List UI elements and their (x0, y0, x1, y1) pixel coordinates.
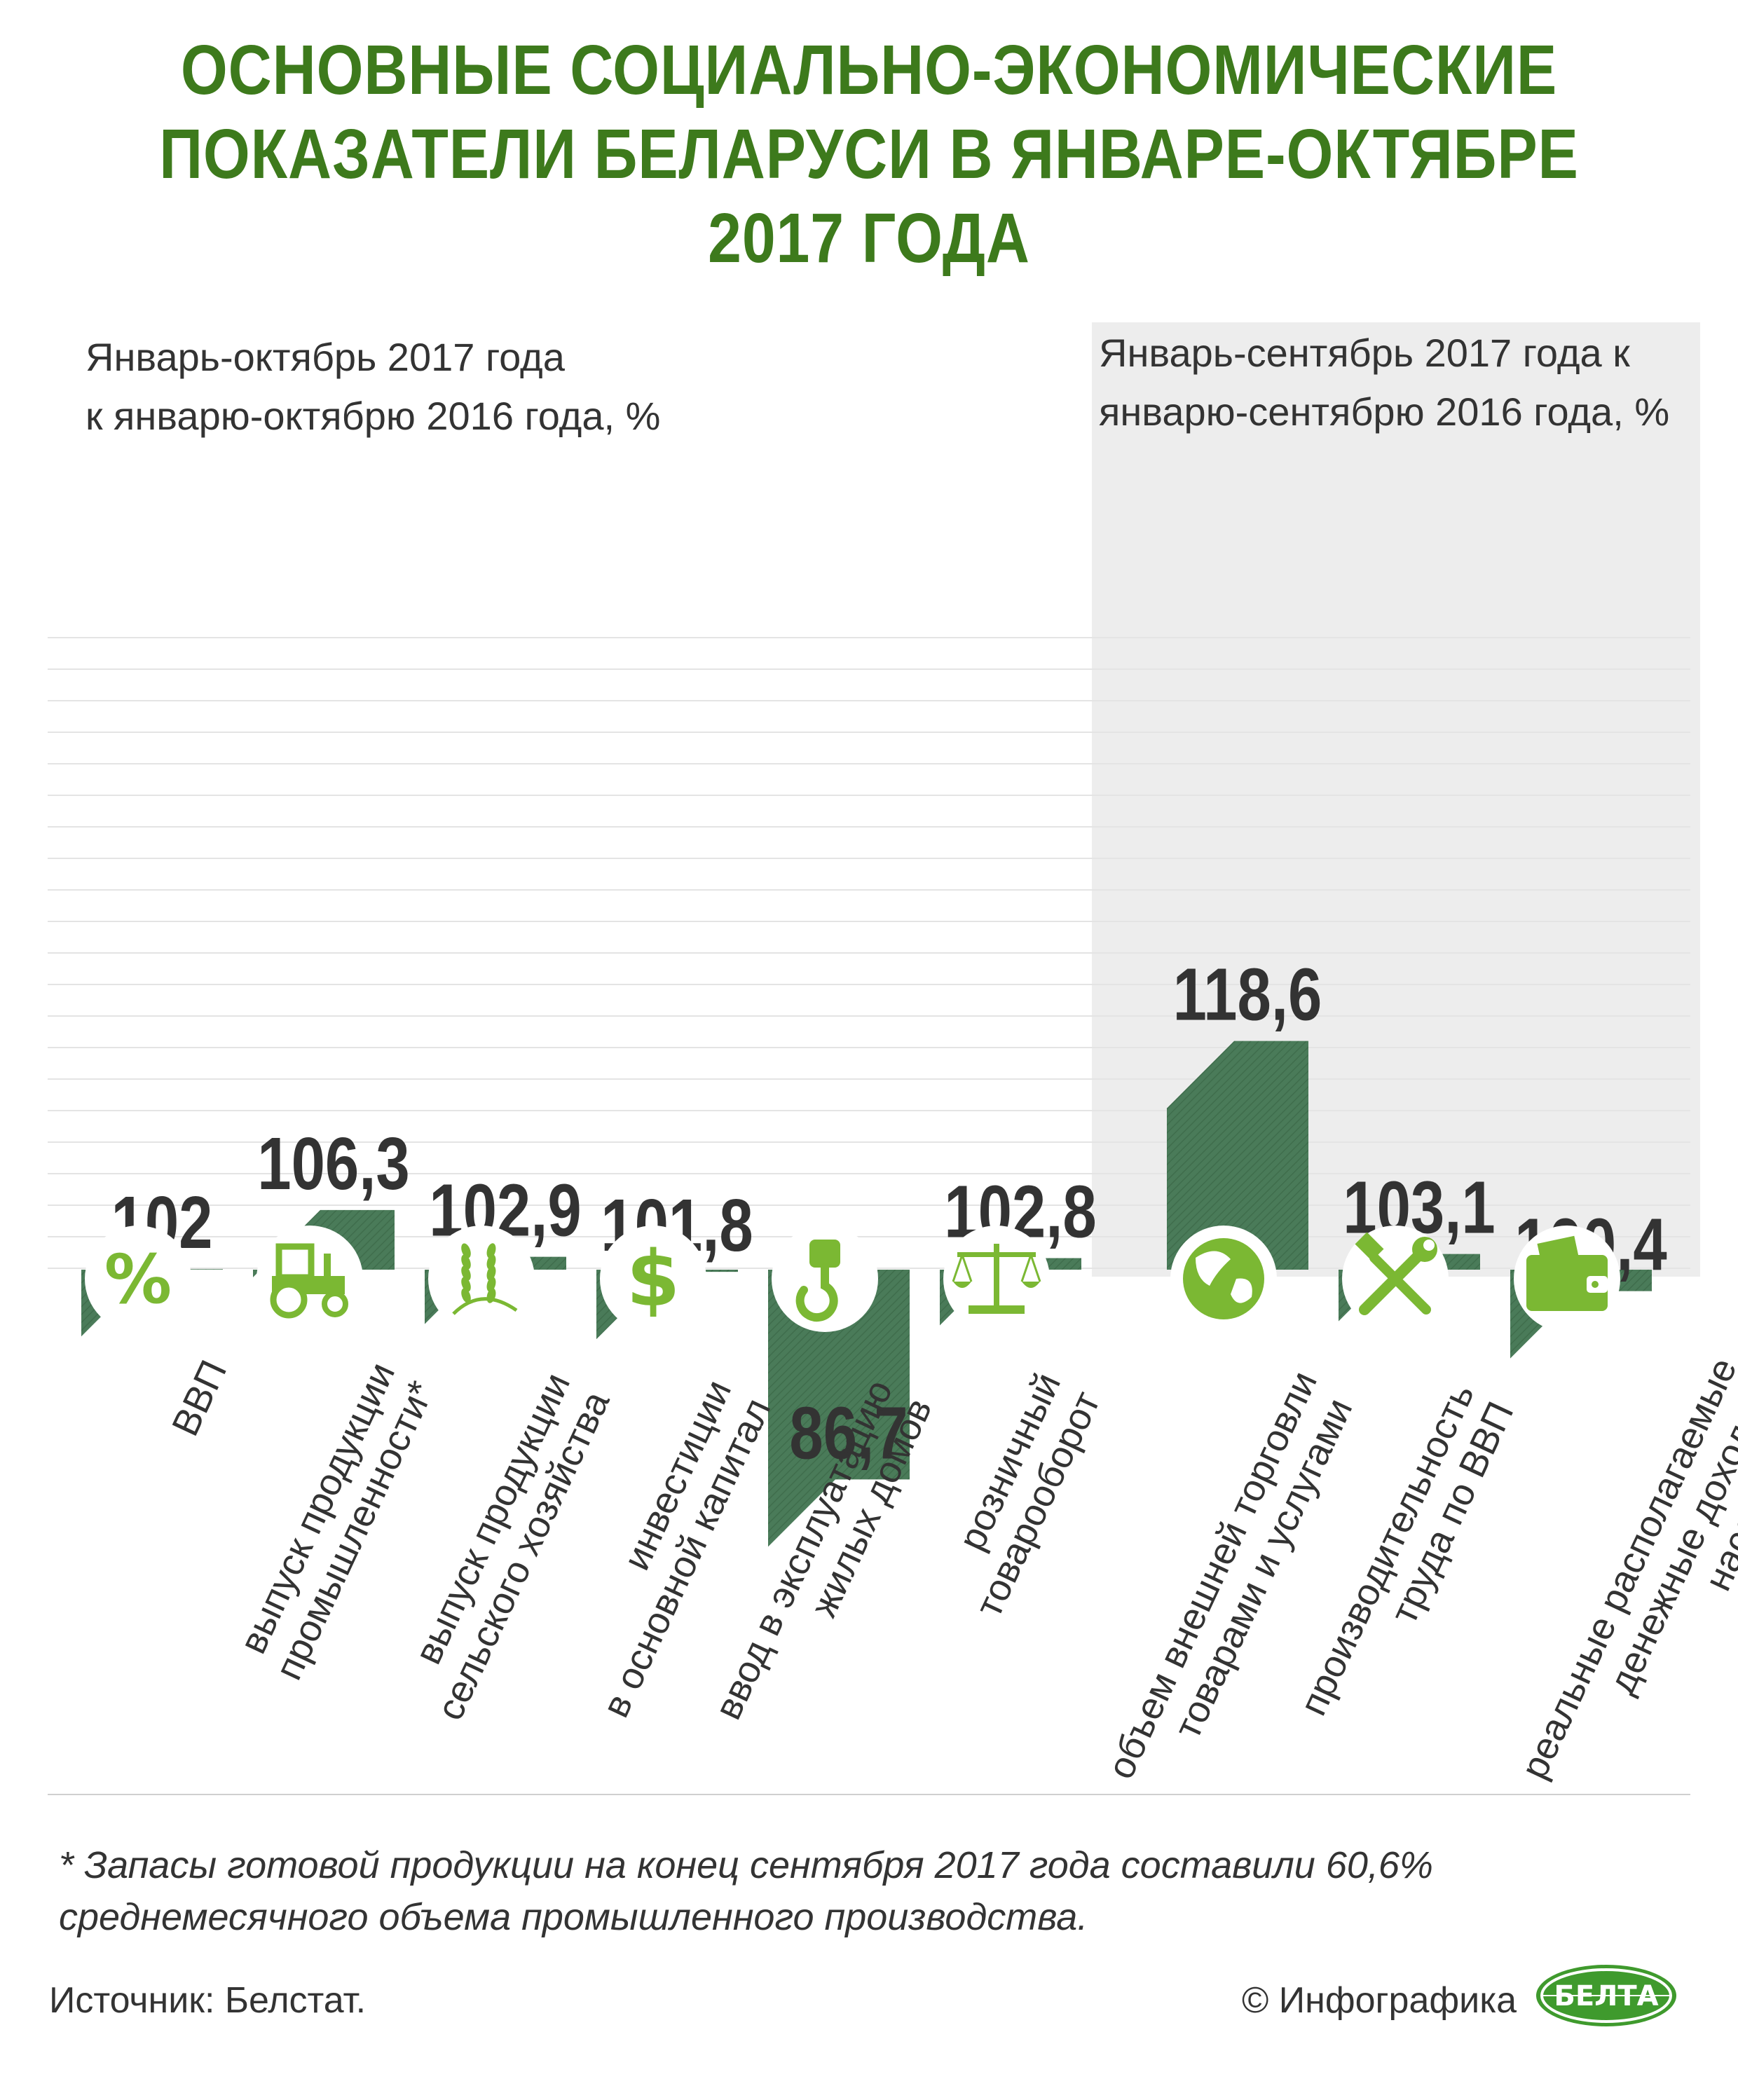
right-subtitle: Январь-сентябрь 2017 года к январю-сентя… (1099, 324, 1669, 441)
value-label-7: 118,6 (1173, 952, 1322, 1036)
dollar-icon: $ (600, 1226, 706, 1332)
wheat-grain (461, 1277, 471, 1292)
scales-pan (1022, 1282, 1040, 1288)
footnote-line-1: * Запасы готовой продукции на конец сент… (59, 1844, 1433, 1886)
hook-block (809, 1240, 840, 1268)
wheat-grain (461, 1288, 471, 1303)
title-line-1: ОСНОВНЫЕ СОЦИАЛЬНО-ЭКОНОМИЧЕСКИЕ (180, 31, 1558, 109)
title-line-2: ПОКАЗАТЕЛИ БЕЛАРУСИ В ЯНВАРЕ-ОКТЯБРЕ (159, 115, 1579, 193)
globe-continents (1196, 1251, 1252, 1303)
belta-logo: БЕЛТА (1536, 1965, 1676, 2026)
hook-curve (795, 1263, 838, 1322)
wheat-grain (486, 1288, 496, 1303)
left-subtitle-line-2: к январю-октябрю 2016 года, % (85, 394, 661, 438)
icon-glyph: $ (627, 1234, 680, 1324)
tractor-icon (256, 1226, 363, 1332)
icon-circle (428, 1226, 535, 1332)
scales-base (969, 1305, 1025, 1314)
globe-sphere (1183, 1238, 1264, 1319)
divider-line (48, 1794, 1690, 1795)
wrench-head (1412, 1237, 1437, 1262)
right-subtitle-line-2: январю-сентябрю 2016 года, % (1099, 390, 1670, 434)
icon-circle (85, 1226, 191, 1332)
wheat-grain (461, 1254, 471, 1270)
tractor-exhaust (324, 1254, 331, 1277)
credit-text: © Инфографика (1242, 1980, 1517, 2021)
crane-hook-icon (772, 1226, 878, 1332)
wheat-grain (486, 1254, 496, 1270)
page-title: ОСНОВНЫЕ СОЦИАЛЬНО-ЭКОНОМИЧЕСКИЕ ПОКАЗАТ… (122, 28, 1617, 280)
bar-chart: 102106,3102,9101,886,7102,8118,6103,1100… (48, 637, 1690, 1547)
bar-7 (1167, 1041, 1308, 1270)
scales-beam (957, 1252, 1036, 1257)
bar-5 (768, 1270, 910, 1547)
scales-pan (953, 1282, 971, 1288)
icon-glyph: % (104, 1240, 172, 1319)
footnote: * Запасы готовой продукции на конец сент… (59, 1839, 1433, 1943)
logo-text: БЕЛТА (1554, 1980, 1658, 2012)
wheat-grain (461, 1265, 471, 1281)
wheat-grain (486, 1265, 496, 1281)
value-label-5: 86,7 (789, 1391, 908, 1474)
tractor-wheel (322, 1291, 348, 1317)
tractor-wheel (270, 1281, 308, 1319)
wheat-icon (428, 1226, 535, 1332)
wheat-stem (452, 1297, 518, 1315)
percent-icon: % (85, 1226, 191, 1332)
wallet-icon (1514, 1226, 1620, 1332)
wallet-button (1592, 1281, 1599, 1288)
scales-strings (952, 1254, 1041, 1282)
scales-icon (943, 1226, 1050, 1332)
wheat-grain (486, 1277, 496, 1292)
globe-icon (1170, 1226, 1277, 1332)
wallet-body (1526, 1255, 1608, 1311)
title-line-3: 2017 ГОДА (708, 199, 1030, 277)
scales-post (994, 1244, 999, 1305)
hammer-head (1355, 1232, 1384, 1261)
tools-icon (1342, 1226, 1449, 1332)
value-label-2: 106,3 (257, 1122, 409, 1205)
left-subtitle: Январь-октябрь 2017 года к январю-октябр… (85, 328, 660, 446)
icon-circle (600, 1226, 706, 1332)
wrench-opening (1423, 1240, 1435, 1251)
left-subtitle-line-1: Январь-октябрь 2017 года (85, 335, 565, 379)
wheat-grain (486, 1243, 496, 1258)
screwdriver-handle (1369, 1253, 1431, 1315)
source-text: Источник: Белстат. (49, 1980, 367, 2021)
footnote-line-2: среднемесячного объема промышленного про… (59, 1896, 1088, 1938)
right-subtitle-line-1: Январь-сентябрь 2017 года к (1099, 331, 1630, 375)
wheat-grain (461, 1243, 471, 1258)
